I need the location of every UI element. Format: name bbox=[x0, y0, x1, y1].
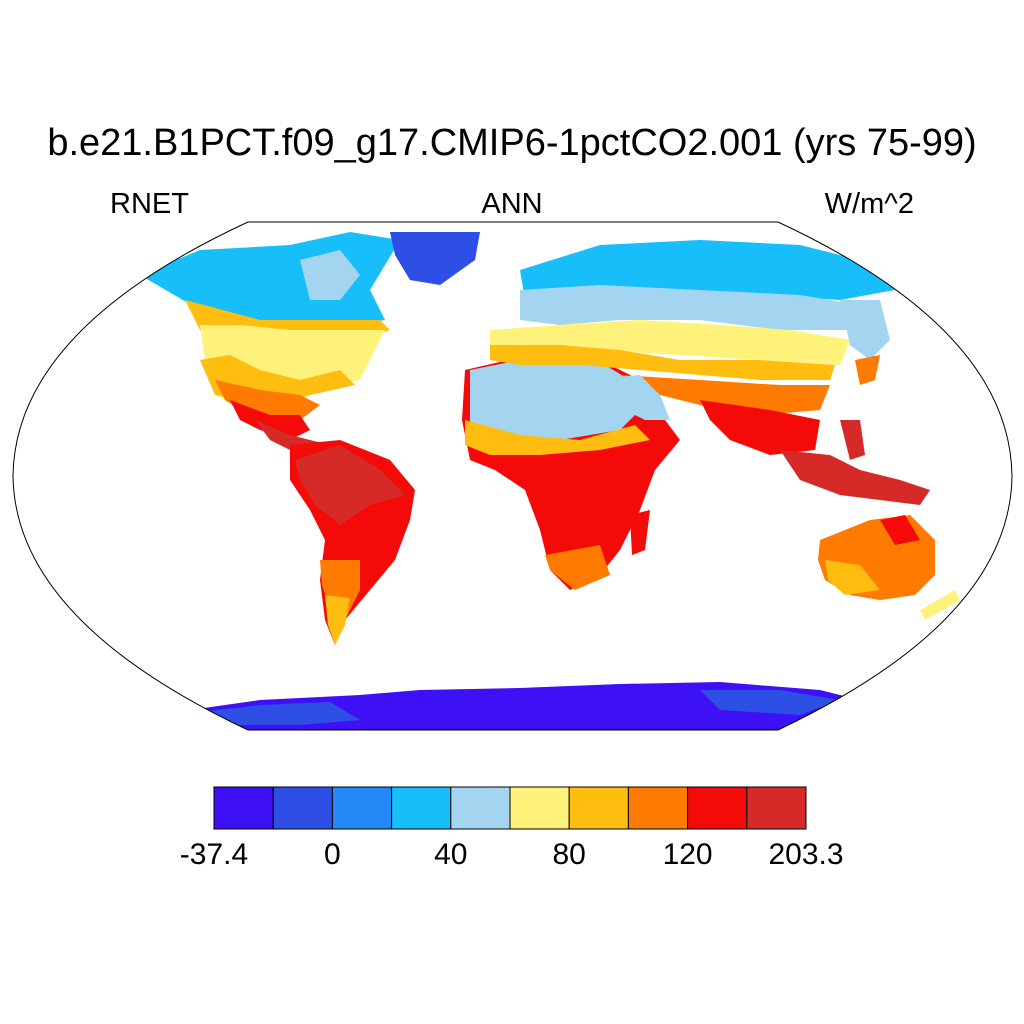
antarctica-region bbox=[180, 682, 880, 730]
colorbar-box bbox=[568, 786, 629, 830]
colorbar-label-max: 203.3 bbox=[768, 838, 844, 871]
colorbar-box bbox=[331, 786, 393, 830]
australia-region bbox=[818, 515, 960, 620]
colorbar-label-120: 120 bbox=[662, 838, 713, 871]
plot-title: b.e21.B1PCT.f09_g17.CMIP6-1pctCO2.001 (y… bbox=[47, 122, 977, 164]
colorbar-box bbox=[687, 786, 748, 830]
colorbar-label-0: 0 bbox=[324, 838, 341, 871]
colorbar-box bbox=[391, 786, 452, 830]
units-label: W/m^2 bbox=[824, 188, 914, 220]
colorbar-box bbox=[627, 786, 689, 830]
colorbar-label-80: 80 bbox=[552, 838, 586, 871]
south-america-region bbox=[290, 440, 415, 645]
eurasia-region bbox=[490, 240, 895, 455]
colorbar-box bbox=[509, 786, 570, 830]
colorbar-label-min: -37.4 bbox=[179, 838, 249, 871]
map-border bbox=[12, 221, 1013, 731]
season-label: ANN bbox=[481, 188, 543, 220]
north-america-region bbox=[140, 232, 480, 460]
colorbar-box bbox=[746, 786, 807, 830]
variable-label: RNET bbox=[110, 188, 189, 220]
colorbar-label-40: 40 bbox=[434, 838, 468, 871]
maritime-asia-region bbox=[780, 420, 930, 505]
africa-region bbox=[462, 355, 680, 590]
colorbar-box bbox=[450, 786, 511, 830]
colorbar-box bbox=[213, 786, 274, 830]
colorbar-box bbox=[272, 786, 333, 830]
